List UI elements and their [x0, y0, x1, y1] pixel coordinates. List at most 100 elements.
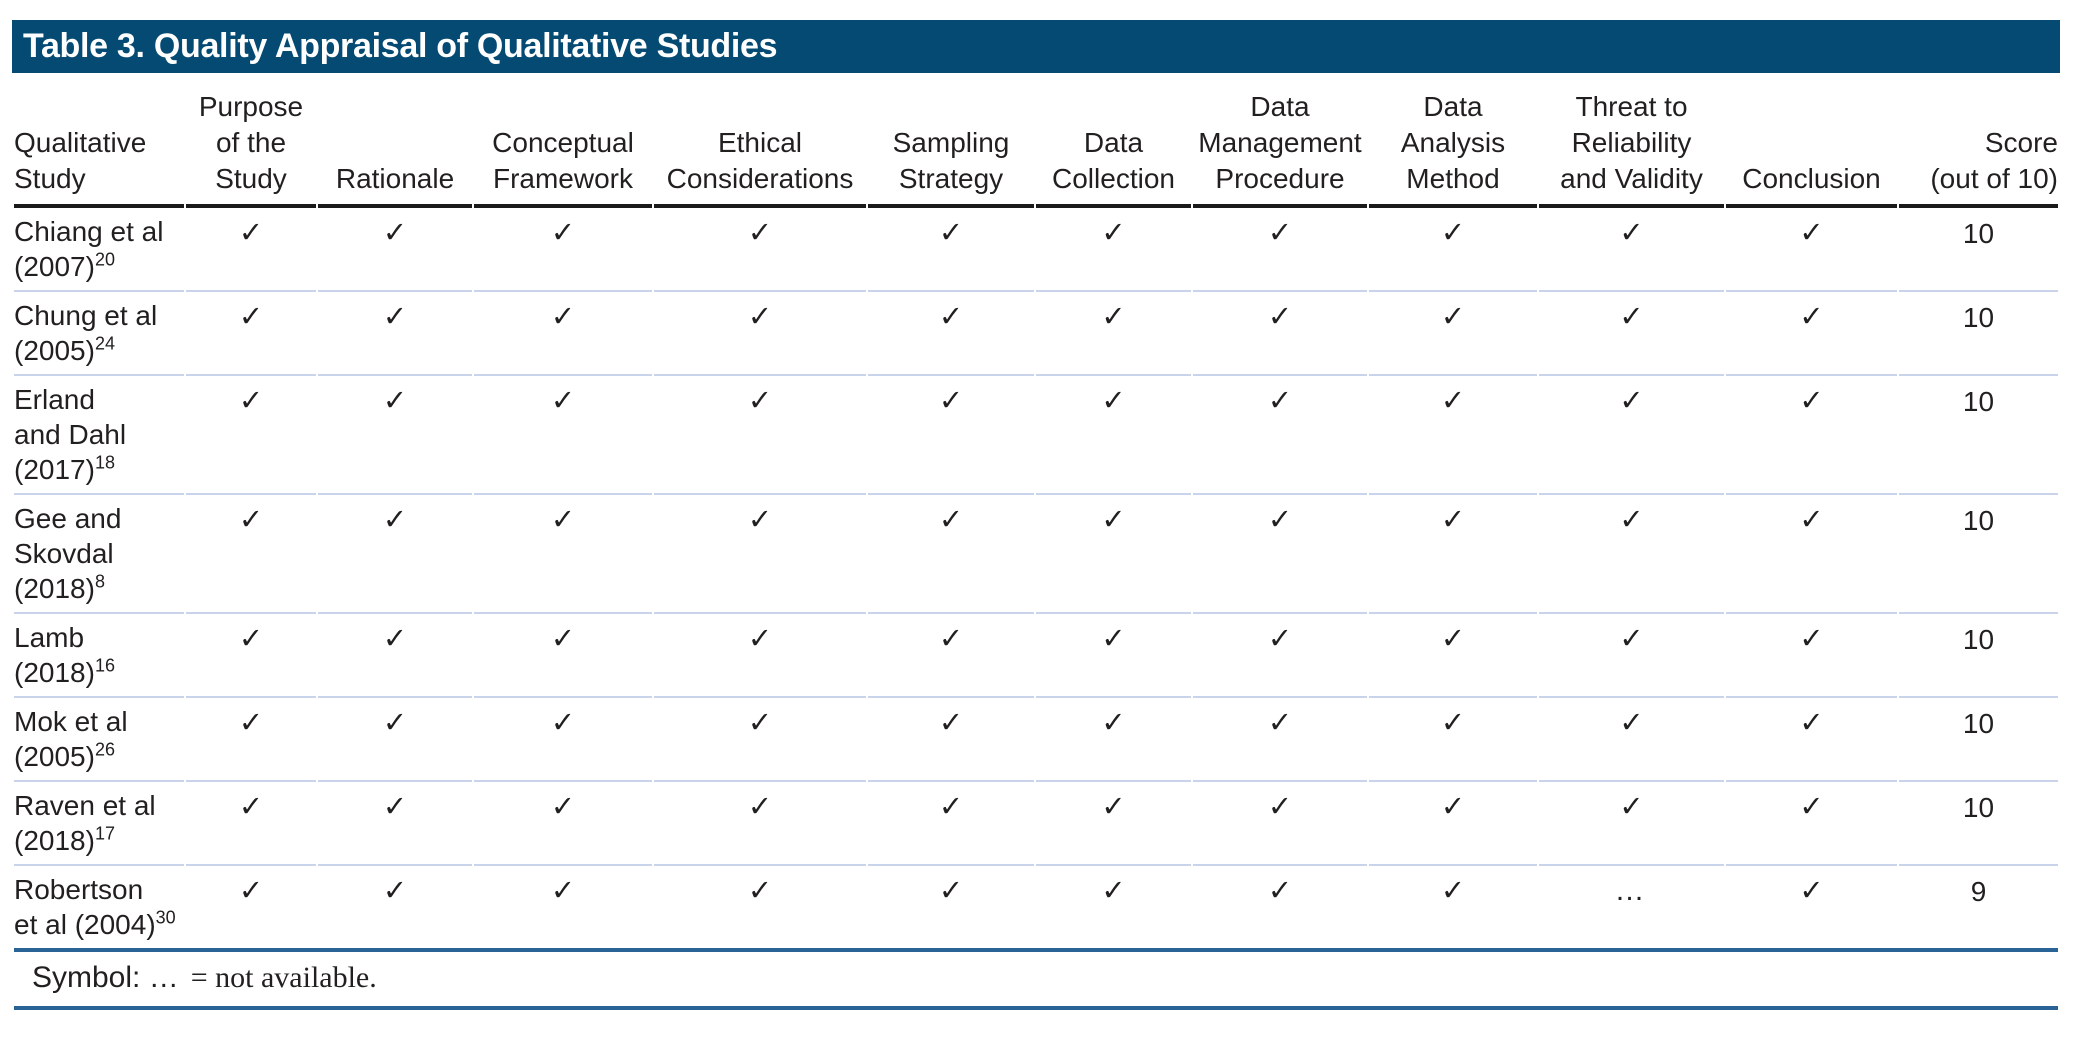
- check-cell: ✓: [654, 698, 866, 783]
- check-icon: ✓: [1101, 873, 1126, 908]
- check-cell: ✓: [1369, 698, 1537, 783]
- column-header-data-management-procedure: Data Management Procedure: [1193, 85, 1367, 209]
- score-cell: 9: [1970, 876, 1987, 908]
- check-icon: ✓: [1799, 621, 1824, 656]
- check-cell: ✓: [1369, 495, 1537, 615]
- check-cell: ✓: [868, 376, 1034, 496]
- check-cell: ✓: [654, 376, 866, 496]
- check-cell: ✓: [1539, 376, 1724, 496]
- table-row: Lamb (2018)16 ✓ ✓ ✓ ✓ ✓ ✓ ✓ ✓ ✓ ✓ 10: [14, 614, 2058, 699]
- check-icon: ✓: [238, 621, 264, 656]
- column-header-threat-reliability-validity: Threat to Reliability and Validity: [1539, 85, 1724, 209]
- reference-superscript: 24: [94, 334, 115, 355]
- check-cell: ✓: [1726, 866, 1897, 948]
- column-header-conclusion: Conclusion: [1726, 85, 1897, 209]
- check-icon: ✓: [1267, 705, 1293, 740]
- study-name-cell: Lamb (2018)16: [14, 614, 184, 699]
- check-cell: ✓: [474, 614, 652, 699]
- table-footer: Symbol: … = not available.: [14, 948, 2058, 1011]
- check-icon: ✓: [382, 789, 408, 824]
- column-header-data-analysis-method: Data Analysis Method: [1369, 85, 1537, 209]
- check-icon: ✓: [1440, 215, 1466, 250]
- study-name: Raven et al (2018): [14, 790, 156, 857]
- check-icon: ✓: [1799, 705, 1824, 740]
- check-cell: ✓: [1726, 698, 1897, 783]
- footnote-cell: Symbol: … = not available.: [14, 948, 2058, 1011]
- check-cell: ✓: [318, 292, 472, 377]
- not-available-ellipsis: …: [1614, 874, 1649, 908]
- check-icon: ✓: [1619, 383, 1644, 418]
- check-cell: ✓: [474, 292, 652, 377]
- check-icon: ✓: [1267, 215, 1293, 250]
- check-icon: ✓: [1267, 299, 1293, 334]
- check-icon: ✓: [382, 383, 408, 418]
- check-icon: ✓: [382, 299, 408, 334]
- score-cell: 10: [1899, 614, 2058, 699]
- check-icon: ✓: [747, 215, 773, 250]
- check-icon: ✓: [1440, 299, 1466, 334]
- check-icon: ✓: [1267, 383, 1293, 418]
- check-icon: ✓: [238, 215, 264, 250]
- check-cell: ✓: [1726, 376, 1897, 496]
- check-cell: ✓: [474, 698, 652, 783]
- column-header-score: Score (out of 10): [1899, 85, 2058, 209]
- check-icon: ✓: [1101, 789, 1126, 824]
- check-cell: ✓: [474, 376, 652, 496]
- check-icon: ✓: [938, 299, 964, 334]
- check-cell: ✓: [1193, 376, 1367, 496]
- check-icon: ✓: [550, 502, 576, 537]
- check-cell: ✓: [1369, 782, 1537, 867]
- check-cell: ✓: [1193, 614, 1367, 699]
- footnote-definition: = not available.: [190, 961, 377, 995]
- check-icon: ✓: [1440, 873, 1466, 908]
- check-icon: ✓: [1267, 502, 1293, 537]
- check-cell: ✓: [318, 782, 472, 867]
- check-cell: ✓: [1036, 866, 1191, 948]
- check-icon: ✓: [1799, 383, 1824, 418]
- check-cell: ✓: [1369, 208, 1537, 293]
- check-icon: ✓: [550, 383, 576, 418]
- check-cell: ✓: [868, 782, 1034, 867]
- check-cell: ✓: [654, 866, 866, 948]
- reference-superscript: 17: [94, 824, 115, 845]
- check-cell: ✓: [474, 208, 652, 293]
- check-icon: ✓: [382, 873, 408, 908]
- study-name: Erland and Dahl (2017): [14, 384, 127, 486]
- score-cell: 10: [1899, 698, 2058, 783]
- check-icon: ✓: [747, 299, 773, 334]
- study-name: Lamb (2018): [14, 622, 95, 689]
- check-icon: ✓: [1619, 789, 1644, 824]
- check-cell: ✓: [868, 866, 1034, 948]
- check-cell: ✓: [1193, 698, 1367, 783]
- not-available-cell: …: [1539, 866, 1724, 948]
- study-name-cell: Chung et al (2005)24: [14, 292, 184, 377]
- check-icon: ✓: [1101, 299, 1126, 334]
- check-cell: ✓: [1193, 866, 1367, 948]
- check-icon: ✓: [747, 502, 773, 537]
- check-icon: ✓: [382, 502, 408, 537]
- check-icon: ✓: [382, 215, 408, 250]
- check-icon: ✓: [238, 873, 264, 908]
- check-icon: ✓: [550, 621, 576, 656]
- check-icon: ✓: [938, 502, 964, 537]
- check-icon: ✓: [1440, 621, 1466, 656]
- check-cell: ✓: [1726, 614, 1897, 699]
- column-header-sampling-strategy: Sampling Strategy: [868, 85, 1034, 209]
- check-icon: ✓: [550, 789, 576, 824]
- check-icon: ✓: [1799, 502, 1824, 537]
- check-cell: ✓: [1369, 866, 1537, 948]
- check-cell: ✓: [186, 376, 316, 496]
- check-cell: ✓: [1193, 292, 1367, 377]
- check-cell: ✓: [186, 495, 316, 615]
- table-header: Qualitative Study Purpose of the Study R…: [14, 85, 2058, 209]
- check-cell: ✓: [654, 782, 866, 867]
- column-header-qualitative-study: Qualitative Study: [14, 85, 184, 209]
- reference-superscript: 16: [94, 656, 115, 677]
- check-cell: ✓: [1036, 376, 1191, 496]
- check-icon: ✓: [1440, 705, 1466, 740]
- check-icon: ✓: [550, 299, 576, 334]
- table-row: Raven et al (2018)17 ✓ ✓ ✓ ✓ ✓ ✓ ✓ ✓ ✓ ✓ 10: [14, 782, 2058, 867]
- check-icon: ✓: [938, 215, 964, 250]
- check-icon: ✓: [938, 789, 964, 824]
- check-icon: ✓: [1101, 705, 1126, 740]
